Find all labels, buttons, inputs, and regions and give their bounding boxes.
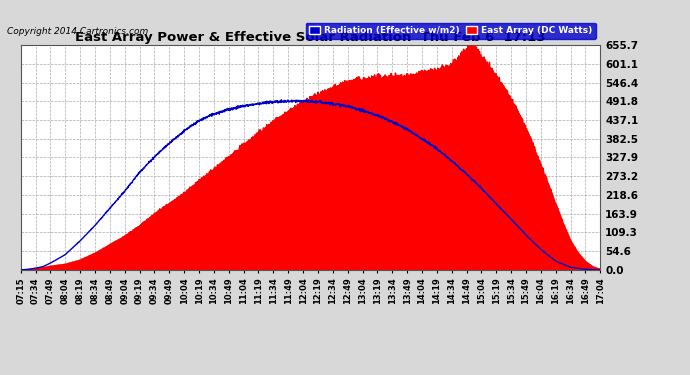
Legend: Radiation (Effective w/m2), East Array (DC Watts): Radiation (Effective w/m2), East Array (…: [306, 22, 595, 39]
Title: East Array Power & Effective Solar Radiation  Thu Feb 6  17:13: East Array Power & Effective Solar Radia…: [75, 31, 546, 44]
Text: Copyright 2014 Cartronics.com: Copyright 2014 Cartronics.com: [7, 27, 148, 36]
